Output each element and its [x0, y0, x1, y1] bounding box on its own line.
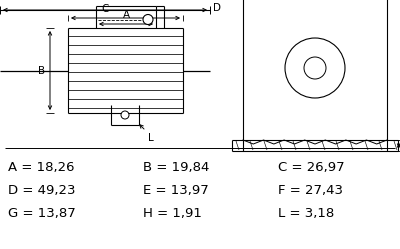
Text: C = 26,97: C = 26,97	[278, 161, 345, 174]
Text: L: L	[148, 133, 154, 143]
Circle shape	[121, 111, 129, 119]
Text: L = 3,18: L = 3,18	[278, 206, 334, 220]
Text: A = 18,26: A = 18,26	[8, 161, 74, 174]
Text: D: D	[213, 3, 221, 13]
Text: C: C	[102, 4, 109, 14]
Text: D = 49,23: D = 49,23	[8, 184, 76, 196]
Text: B: B	[38, 65, 45, 75]
Text: G = 13,87: G = 13,87	[8, 206, 76, 220]
Text: B = 19,84: B = 19,84	[143, 161, 209, 174]
Text: F = 27,43: F = 27,43	[278, 184, 343, 196]
Text: A: A	[122, 10, 130, 20]
Circle shape	[304, 57, 326, 79]
Circle shape	[285, 38, 345, 98]
Text: E = 13,97: E = 13,97	[143, 184, 209, 196]
Circle shape	[143, 14, 153, 24]
Text: H = 1,91: H = 1,91	[143, 206, 202, 220]
